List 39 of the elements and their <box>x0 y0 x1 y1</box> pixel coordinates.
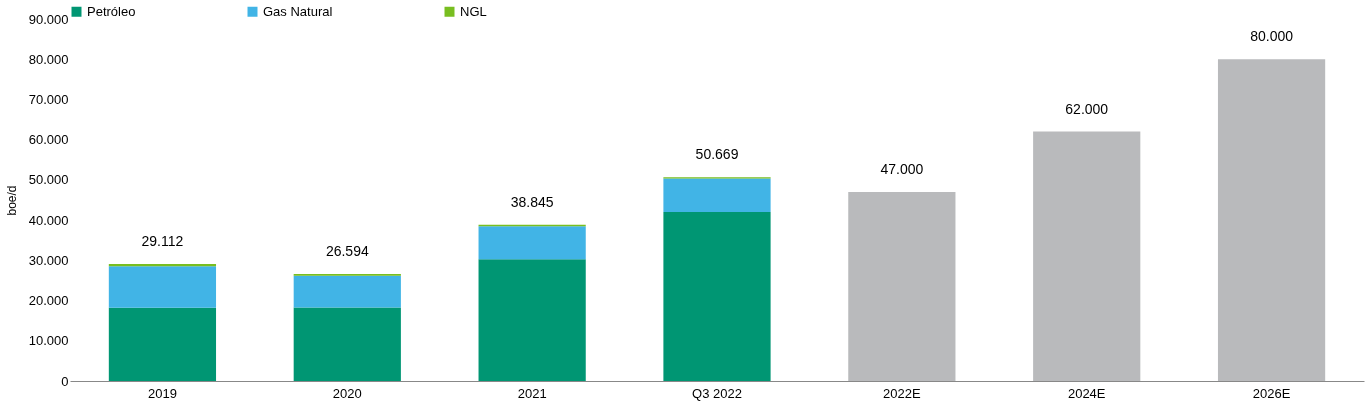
total-label: 26.594 <box>325 243 369 260</box>
x-tick-label: 2022E <box>883 385 921 401</box>
total-label: 29.112 <box>141 232 184 249</box>
y-tick-label: 90.000 <box>28 11 69 27</box>
x-tick-label: Q3 2022 <box>692 385 742 401</box>
bar <box>108 307 217 381</box>
bar <box>108 266 217 308</box>
bar <box>1033 131 1141 381</box>
bar <box>293 307 401 381</box>
x-tick-label: 2024E <box>1067 385 1106 401</box>
bar <box>1217 59 1326 381</box>
legend-label: Petróleo <box>87 3 136 19</box>
y-tick-label: 10.000 <box>28 333 69 349</box>
total-label: 62.000 <box>1065 100 1109 117</box>
y-tick-label: 0 <box>61 373 69 389</box>
y-tick-label: 60.000 <box>28 132 69 148</box>
bar <box>848 191 956 381</box>
x-tick-label: 2021 <box>517 385 547 401</box>
y-tick-label: 70.000 <box>28 91 69 107</box>
legend-label: NGL <box>460 3 487 19</box>
bar <box>478 259 586 381</box>
y-tick-label: 40.000 <box>28 212 69 228</box>
y-tick-label: 80.000 <box>28 51 69 67</box>
y-tick-label: 30.000 <box>28 252 69 268</box>
x-tick-label: 2020 <box>332 385 362 401</box>
x-tick-label: 2026E <box>1252 385 1291 401</box>
bar <box>293 275 401 308</box>
total-label: 47.000 <box>880 160 924 177</box>
total-label: 50.669 <box>695 146 739 163</box>
x-tick-label: 2019 <box>147 385 177 401</box>
bar <box>478 226 586 260</box>
legend-label: Gas Natural <box>263 3 333 19</box>
total-label: 38.845 <box>510 193 554 210</box>
total-label: 80.000 <box>1250 28 1294 45</box>
bar <box>663 178 771 212</box>
bar <box>663 211 771 381</box>
y-tick-label: 20.000 <box>28 293 69 309</box>
y-axis-title: boe/d <box>4 185 19 216</box>
y-tick-label: 50.000 <box>28 172 69 188</box>
